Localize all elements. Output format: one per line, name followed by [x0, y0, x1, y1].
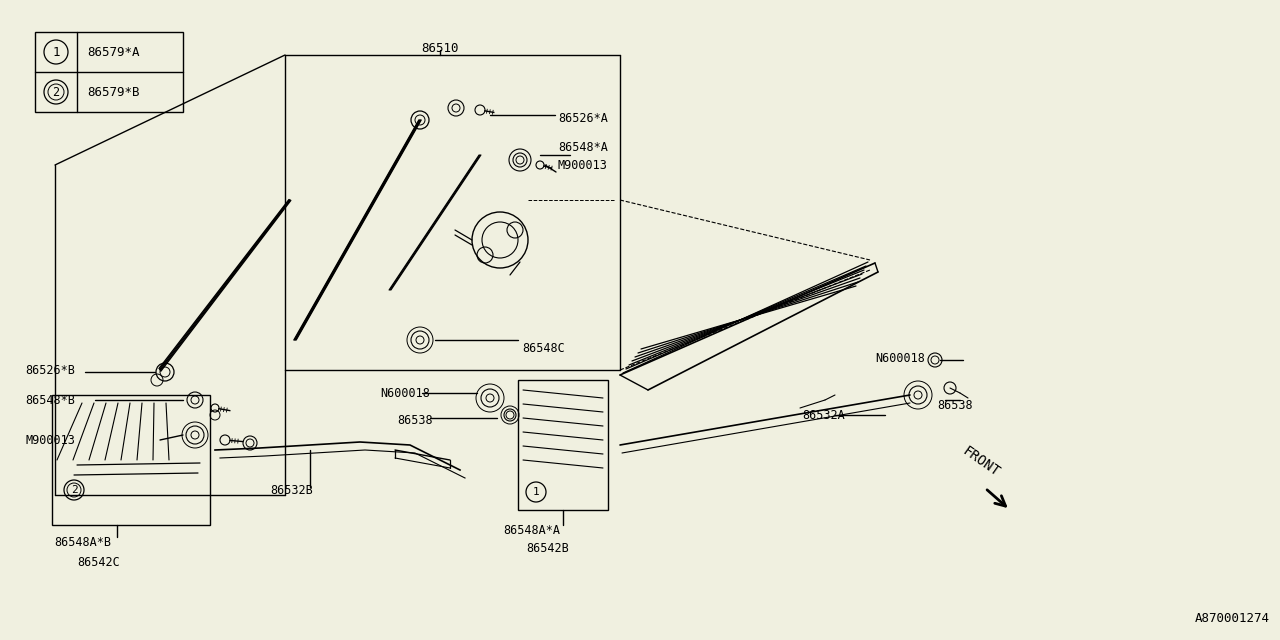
Text: 86526*A: 86526*A — [558, 111, 608, 125]
Text: 86579*B: 86579*B — [87, 86, 140, 99]
Text: 1: 1 — [52, 45, 60, 58]
Bar — [35, 32, 183, 112]
Bar — [52, 395, 210, 525]
Text: 86510: 86510 — [421, 42, 458, 54]
Text: 86548*A: 86548*A — [558, 141, 608, 154]
Text: 86532A: 86532A — [803, 408, 845, 422]
Text: 1: 1 — [532, 487, 539, 497]
Text: 86542B: 86542B — [526, 541, 568, 554]
Text: 86542C: 86542C — [77, 557, 120, 570]
Text: FRONT: FRONT — [960, 444, 1002, 480]
Text: 86526*B: 86526*B — [26, 364, 74, 376]
Text: A870001274: A870001274 — [1196, 612, 1270, 625]
Text: 86548A*A: 86548A*A — [503, 524, 561, 536]
Text: 2: 2 — [70, 485, 77, 495]
Text: 86538: 86538 — [397, 413, 433, 426]
Text: N600018: N600018 — [876, 351, 925, 365]
Text: 86579*A: 86579*A — [87, 45, 140, 58]
Text: M900013: M900013 — [558, 159, 608, 172]
Text: 86538: 86538 — [937, 399, 973, 412]
Text: 86532B: 86532B — [270, 483, 312, 497]
Text: M900013: M900013 — [26, 433, 74, 447]
Text: N600018: N600018 — [380, 387, 430, 399]
Text: 86548*B: 86548*B — [26, 394, 74, 406]
Bar — [518, 380, 608, 510]
Text: 86548A*B: 86548A*B — [54, 536, 111, 550]
Text: 2: 2 — [52, 86, 60, 99]
Text: 86548C: 86548C — [522, 342, 564, 355]
